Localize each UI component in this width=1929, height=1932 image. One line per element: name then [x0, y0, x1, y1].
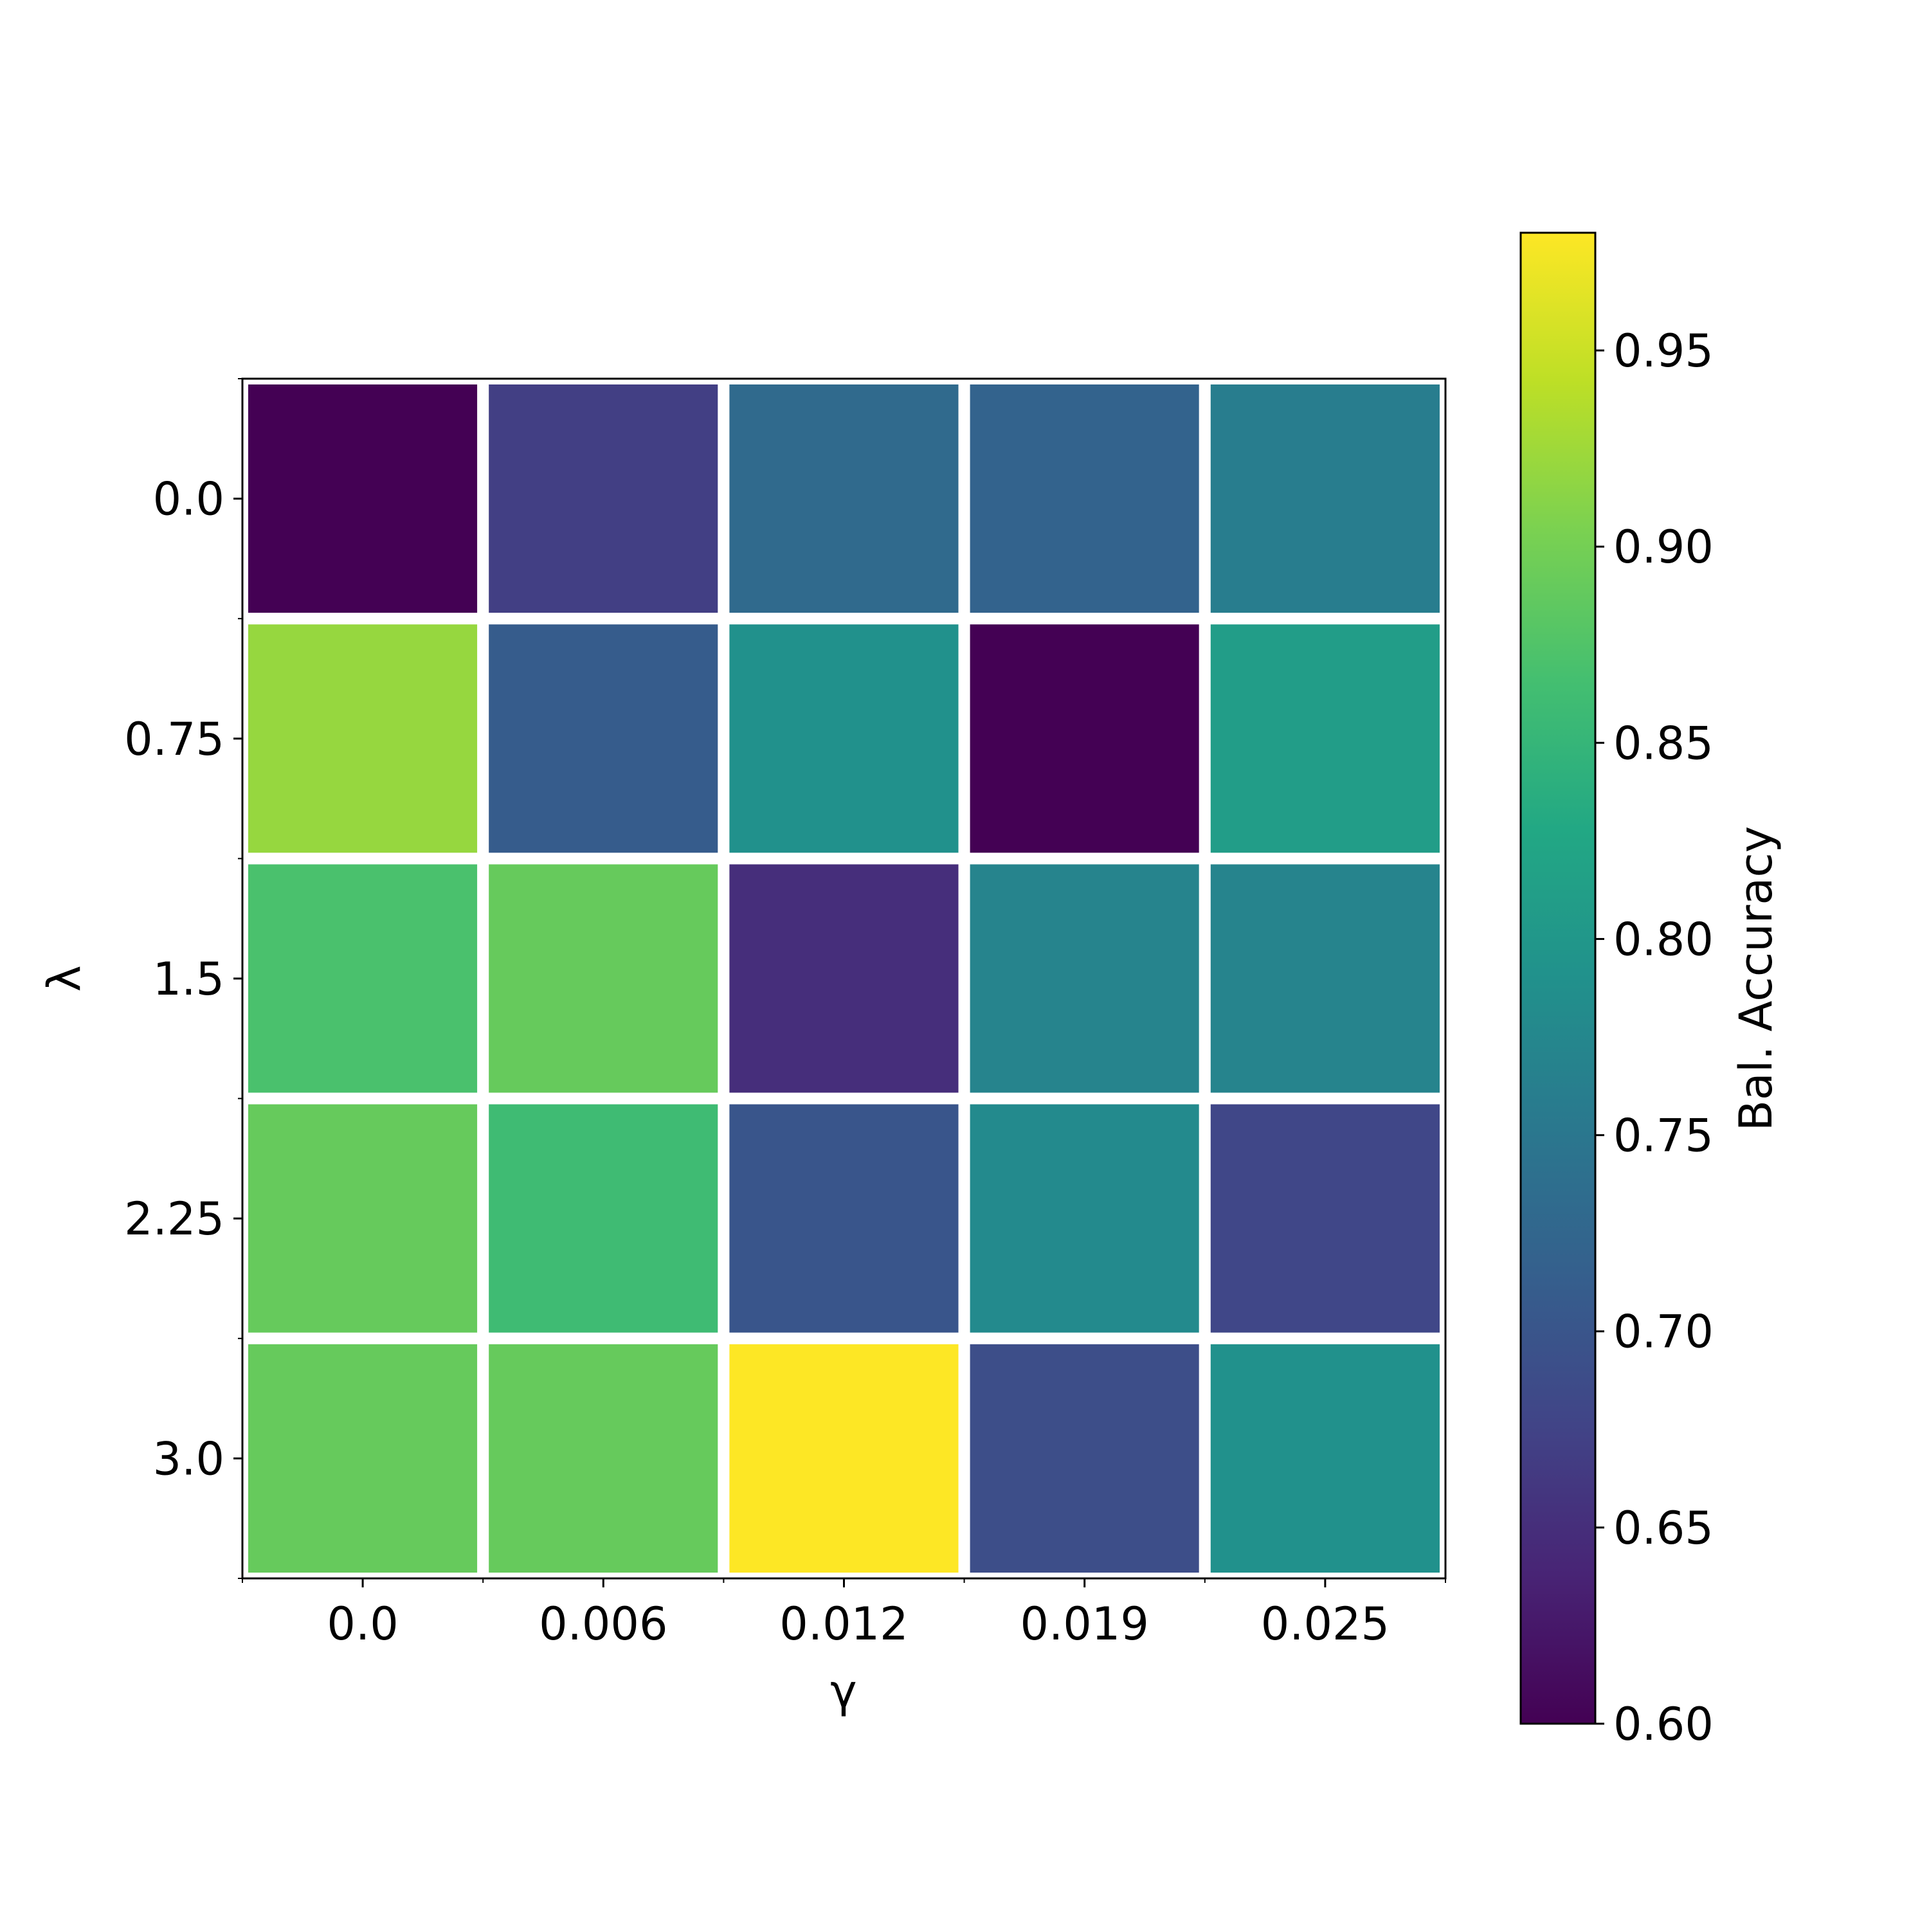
- heatmap-cell: [477, 853, 730, 1105]
- x-tick-label: 0.025: [1261, 1598, 1390, 1650]
- y-tick-label: 1.5: [153, 953, 224, 1006]
- colorbar-tick-label: 0.85: [1613, 717, 1714, 770]
- y-axis: 0.0 0.75 1.5 2.25 3.0: [124, 378, 242, 1579]
- heatmap-cell: [477, 613, 730, 865]
- heatmap-cell: [718, 613, 970, 865]
- heatmap-cell: [718, 1332, 970, 1585]
- x-tick-label: 0.0: [327, 1598, 398, 1650]
- colorbar-tick-label: 0.80: [1613, 913, 1714, 966]
- heatmap-cell: [958, 373, 1211, 625]
- heatmap-cell: [958, 1332, 1211, 1585]
- heatmap-cell: [237, 1332, 489, 1585]
- heatmap-cell: [477, 373, 730, 625]
- heatmap-cell: [237, 1092, 489, 1344]
- y-tick-label: 3.0: [153, 1432, 224, 1485]
- heatmap-cell: [477, 1332, 730, 1585]
- colorbar: [1519, 231, 1597, 1725]
- heatmap-cell: [237, 613, 489, 865]
- y-tick-label: 0.75: [124, 713, 224, 766]
- colorbar-tick-label: 0.90: [1613, 521, 1714, 573]
- colorbar-label: Bal. Accuracy: [1730, 826, 1782, 1131]
- heatmap-cell: [718, 1092, 970, 1344]
- heatmap-cell: [718, 853, 970, 1105]
- x-axis-label: γ: [830, 1665, 856, 1718]
- heatmap-cell: [1199, 853, 1452, 1105]
- colorbar-tick-label: 0.95: [1613, 325, 1714, 377]
- heatmap-cell: [958, 1092, 1211, 1344]
- colorbar-ticks: 0.60 0.65 0.70 0.75 0.80 0.85 0.90 0.95: [1595, 325, 1714, 1751]
- heatmap-cell: [1199, 373, 1452, 625]
- heatmap-cell: [958, 613, 1211, 865]
- heatmap-cell: [718, 373, 970, 625]
- heatmap-cell: [958, 853, 1211, 1105]
- heatmap-cell: [1199, 1092, 1452, 1344]
- colorbar-tick-label: 0.70: [1613, 1306, 1714, 1359]
- y-tick-label: 2.25: [124, 1193, 224, 1245]
- heatmap-cell: [237, 853, 489, 1105]
- y-tick-label: 0.0: [153, 473, 224, 526]
- colorbar-tick-label: 0.65: [1613, 1502, 1714, 1555]
- x-tick-label: 0.006: [539, 1598, 667, 1650]
- heatmap-cell: [237, 373, 489, 625]
- colorbar-tick-label: 0.75: [1613, 1110, 1714, 1162]
- heatmap-cells: [237, 373, 1452, 1585]
- heatmap-cell: [1199, 613, 1452, 865]
- colorbar-tick-label: 0.60: [1613, 1698, 1714, 1751]
- y-axis-label: λ: [38, 965, 91, 991]
- x-tick-label: 0.019: [1020, 1598, 1148, 1650]
- heatmap-cell: [477, 1092, 730, 1344]
- x-axis: 0.0 0.006 0.012 0.019 0.025: [242, 1578, 1446, 1650]
- heatmap-cell: [1199, 1332, 1452, 1585]
- x-tick-label: 0.012: [779, 1598, 908, 1650]
